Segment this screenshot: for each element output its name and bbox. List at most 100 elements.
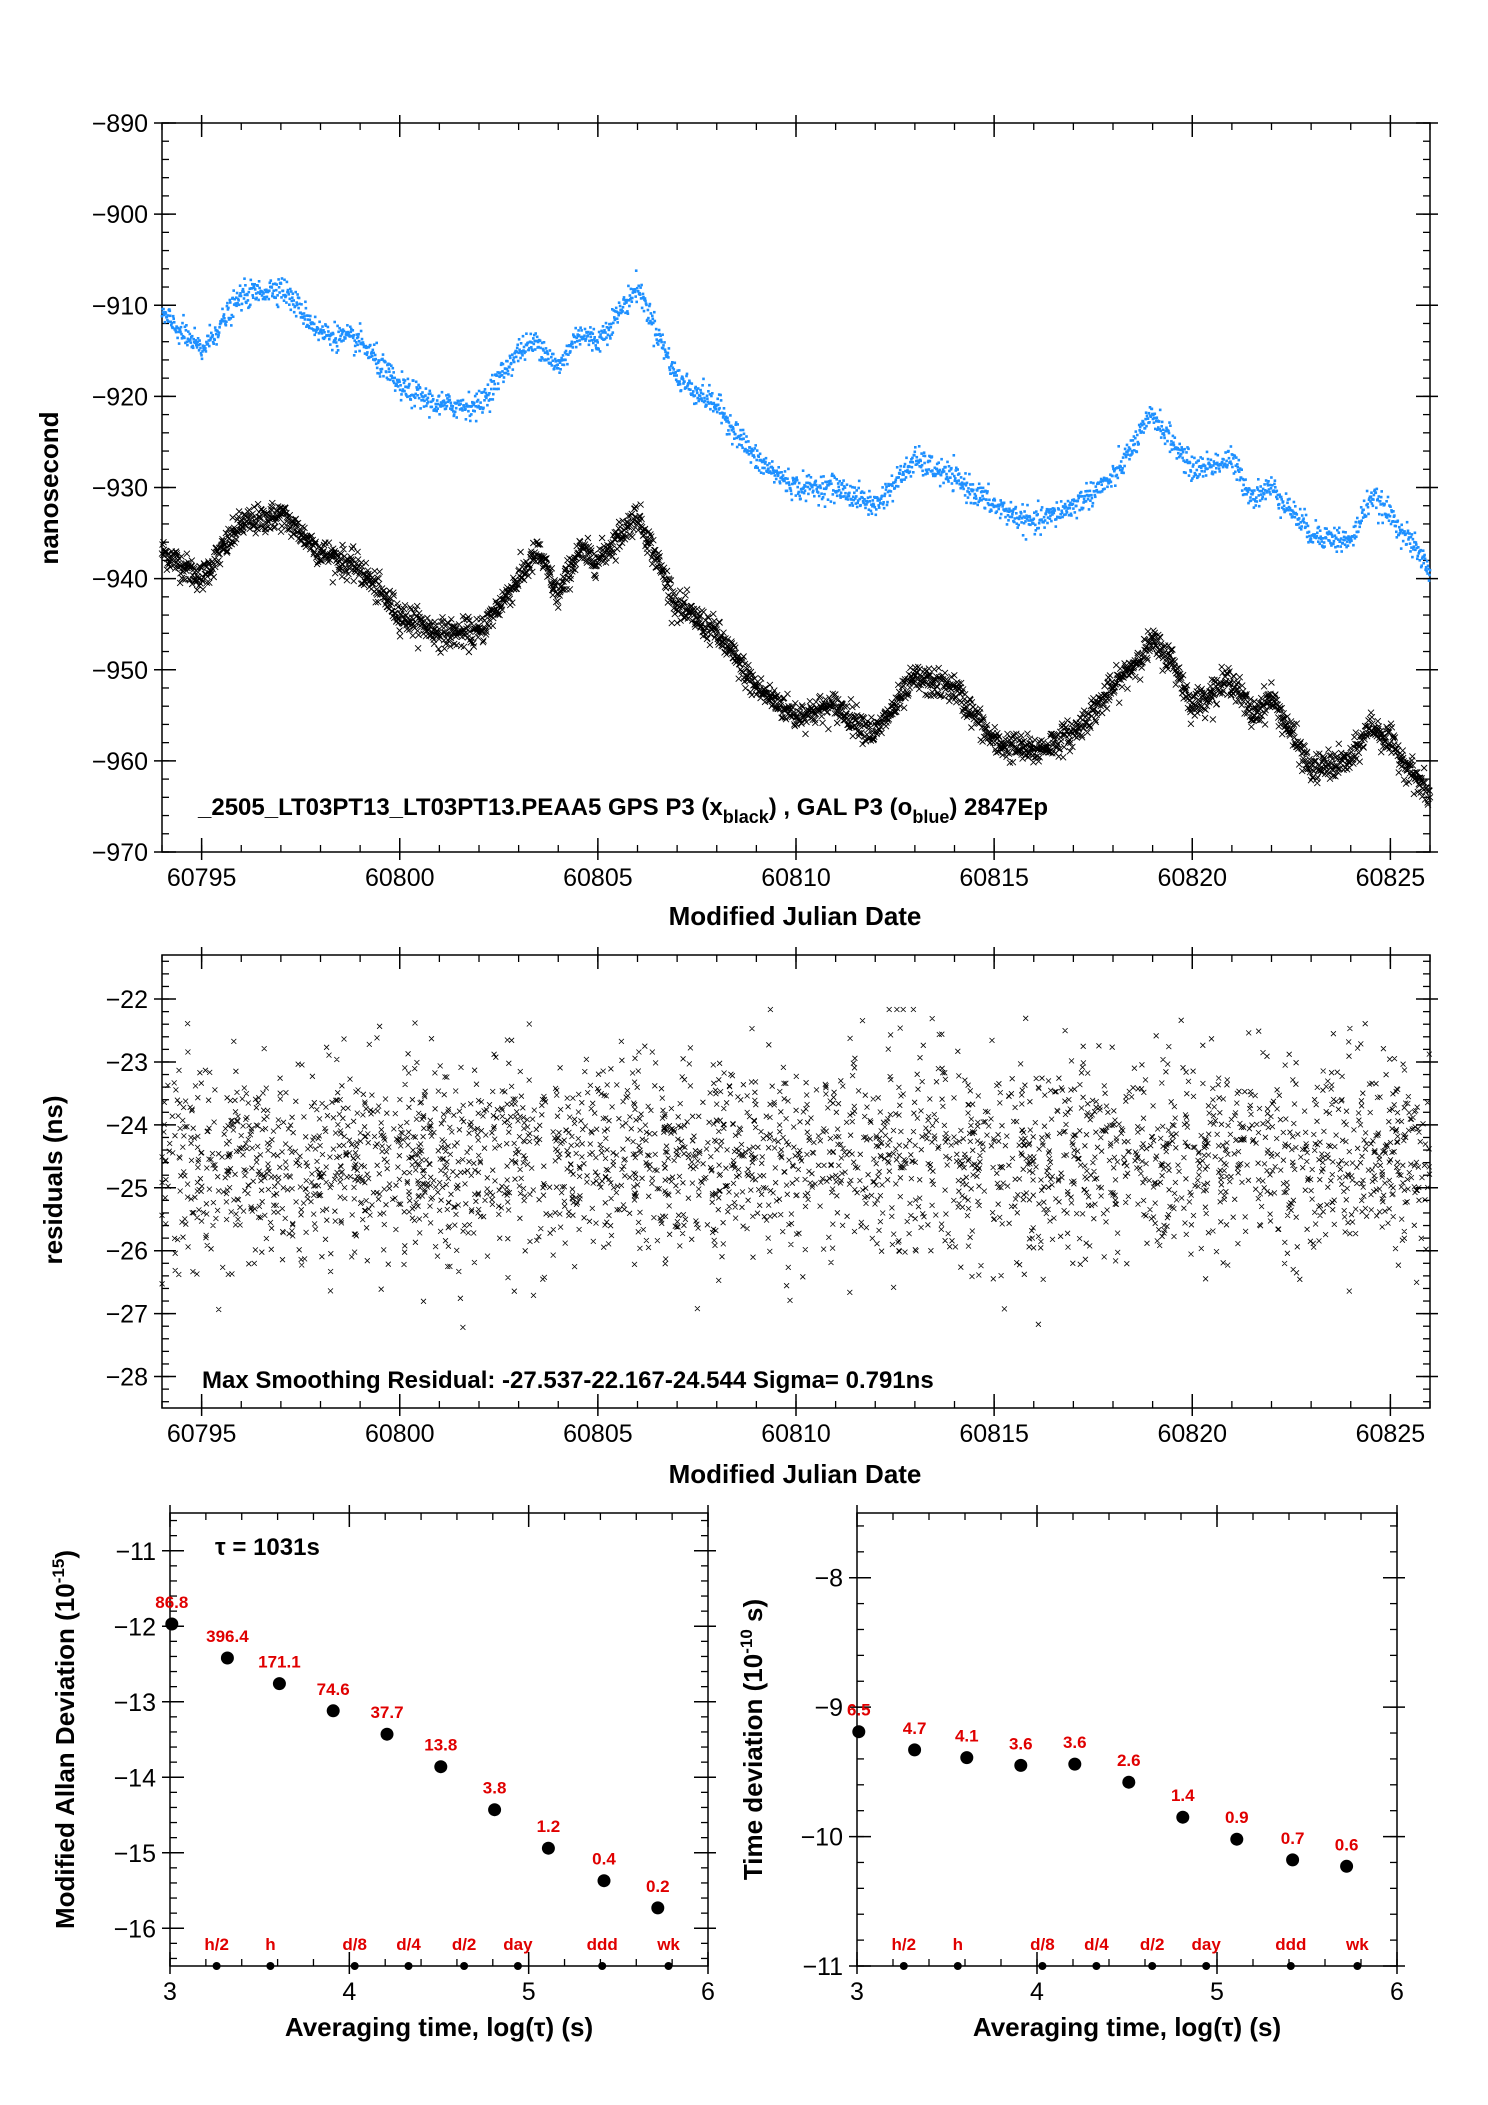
gal-p3-point xyxy=(982,490,986,493)
gal-p3-point xyxy=(612,309,616,312)
gal-p3-point xyxy=(1171,434,1175,438)
gal-p3-point xyxy=(957,472,961,475)
gal-p3-point xyxy=(449,401,453,405)
gal-p3-point xyxy=(983,507,987,510)
gal-p3-point xyxy=(1229,460,1232,463)
adev-y-tick-label: −13 xyxy=(114,1689,156,1717)
gal-p3-point xyxy=(435,409,438,413)
gal-p3-point xyxy=(719,393,722,397)
gal-p3-point xyxy=(546,352,550,356)
gal-p3-point xyxy=(561,363,564,366)
gal-p3-point xyxy=(481,411,484,414)
gal-p3-point xyxy=(204,350,208,353)
gal-p3-point xyxy=(768,462,771,465)
gal-p3-point xyxy=(797,481,801,485)
gal-p3-point xyxy=(888,494,892,497)
adev-time-marker-label: wk xyxy=(656,1935,680,1954)
gal-p3-point xyxy=(268,281,272,285)
gal-p3-point xyxy=(272,289,275,292)
gal-p3-point xyxy=(640,306,644,310)
gal-p3-point xyxy=(1353,534,1356,537)
gal-p3-point xyxy=(486,403,489,407)
gal-p3-point xyxy=(765,470,769,473)
adev-x-tick-label: 6 xyxy=(701,1978,715,2006)
gal-p3-point xyxy=(690,382,694,385)
gal-p3-point xyxy=(219,321,223,325)
gal-p3-point xyxy=(509,356,512,360)
gal-p3-point xyxy=(962,477,966,481)
gal-p3-point xyxy=(722,414,725,417)
gal-p3-point xyxy=(606,343,609,347)
gal-p3-point xyxy=(829,479,832,483)
gal-p3-point xyxy=(1211,470,1214,474)
gal-p3-point xyxy=(850,498,853,501)
gal-p3-point xyxy=(615,317,619,320)
gal-p3-point xyxy=(365,353,369,357)
gal-p3-point xyxy=(877,506,881,509)
gal-p3-point xyxy=(884,488,888,491)
gal-p3-point xyxy=(365,346,368,350)
tdev-x-axis-label: Averaging time, log(τ) (s) xyxy=(973,2012,1281,2042)
gal-p3-point xyxy=(806,485,810,489)
gal-p3-point xyxy=(376,371,379,375)
gal-p3-point xyxy=(795,476,798,479)
gal-p3-point xyxy=(961,485,964,489)
gal-p3-point xyxy=(492,387,496,391)
gal-p3-point xyxy=(1246,490,1250,494)
gal-p3-point xyxy=(271,294,274,298)
p1-y-tick-label: −900 xyxy=(92,201,148,229)
adev-point-label: 3.8 xyxy=(483,1779,507,1798)
gal-p3-point xyxy=(1237,458,1241,462)
gal-p3-point xyxy=(516,359,520,363)
tdev-time-marker-dot xyxy=(1353,1962,1362,1970)
gal-p3-point xyxy=(636,290,640,293)
gal-p3-point xyxy=(659,334,662,338)
gal-p3-point xyxy=(1391,520,1395,523)
gal-p3-point xyxy=(739,428,742,432)
gal-p3-point xyxy=(382,374,385,378)
adev-y-tick-label: −11 xyxy=(115,1538,156,1566)
gal-p3-point xyxy=(821,482,824,485)
gal-p3-point xyxy=(902,473,905,476)
gal-p3-point xyxy=(1023,510,1026,513)
gal-p3-point xyxy=(1159,429,1162,433)
gal-p3-point xyxy=(882,501,885,504)
gal-p3-point xyxy=(883,494,886,498)
gal-p3-point xyxy=(512,359,515,362)
gal-p3-point xyxy=(798,494,801,498)
gal-p3-point xyxy=(573,335,577,339)
gal-p3-point xyxy=(1044,512,1048,516)
gal-p3-point xyxy=(1354,520,1358,524)
gal-p3-point xyxy=(261,290,264,294)
gal-p3-point xyxy=(508,354,512,358)
gal-p3-point xyxy=(840,482,844,485)
adev-point-label: 171.1 xyxy=(258,1653,301,1672)
gal-p3-point xyxy=(501,362,505,366)
gal-p3-point xyxy=(963,494,967,497)
gal-p3-point xyxy=(504,371,508,375)
gal-p3-point xyxy=(763,466,766,470)
gal-p3-point xyxy=(838,479,841,483)
adev-y-axis-label: Modified Allan Deviation (10-15) xyxy=(49,1550,80,1929)
gal-p3-point xyxy=(461,409,464,412)
gal-p3-point xyxy=(288,303,291,306)
gal-p3-point xyxy=(1260,489,1263,493)
gal-p3-point xyxy=(405,385,409,389)
gal-p3-point xyxy=(209,337,213,340)
gal-p3-point xyxy=(475,400,479,403)
gal-p3-point xyxy=(335,344,339,348)
gal-p3-point xyxy=(635,300,638,304)
gal-p3-point xyxy=(1181,456,1184,460)
gal-p3-point xyxy=(234,296,238,299)
gal-p3-point xyxy=(597,330,601,334)
gal-p3-point xyxy=(1379,495,1383,499)
gal-p3-point xyxy=(973,492,977,496)
gal-p3-point xyxy=(1255,500,1259,503)
gal-p3-point xyxy=(569,350,572,353)
gal-p3-point xyxy=(734,423,737,426)
gal-p3-point xyxy=(1021,534,1025,537)
gal-p3-point xyxy=(1370,491,1373,494)
gal-p3-point xyxy=(1093,493,1097,497)
gal-p3-point xyxy=(875,508,878,511)
gal-p3-point xyxy=(1157,426,1160,429)
